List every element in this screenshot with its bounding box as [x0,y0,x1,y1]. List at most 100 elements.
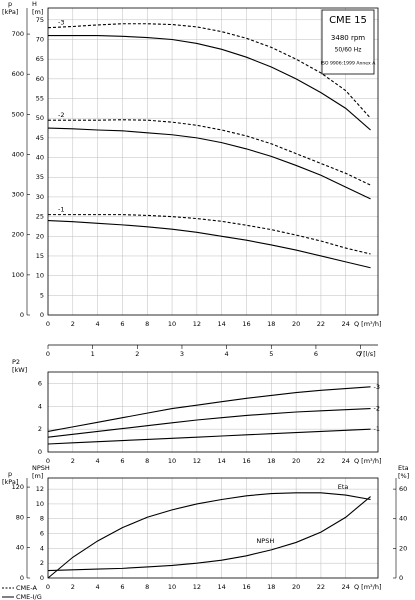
p-tick-label: 400 [12,150,24,158]
y-tick-label: 40 [36,154,44,162]
y-tick-label: 2 [38,425,42,433]
y-tick-label: 5 [40,291,44,299]
x-tick-label: 24 [342,320,350,328]
x2-tick-label: 5 [269,350,273,358]
x-axis-label: Q [m³/h] [354,583,382,591]
x-tick-label: 2 [71,320,75,328]
x2-tick-label: 3 [180,350,184,358]
x-tick-label: 18 [267,583,275,591]
y2-axis-label: Eta [398,464,409,472]
x-tick-label: 10 [168,457,176,465]
x-tick-label: 2 [71,583,75,591]
x2-tick-label: 6 [314,350,318,358]
x-tick-label: 10 [168,320,176,328]
curve [48,119,371,186]
p-axis-label: p [8,0,12,8]
y2-tick-label: 60 [399,485,407,493]
x-tick-label: 20 [292,457,300,465]
x2-tick-label: 0 [46,350,50,358]
curve [47,408,371,438]
x-tick-label: 16 [242,583,250,591]
x-tick-label: 18 [267,320,275,328]
curve [47,492,371,579]
x2-tick-label: 1 [91,350,95,358]
y-tick-label: 55 [36,95,44,103]
x2-axis-label: Q [l/s] [356,350,376,358]
x-tick-label: 8 [145,320,149,328]
info-text: CME 15 [329,15,367,26]
plot-frame [47,371,379,453]
y-axis-unit: [m] [32,8,43,16]
x-tick-label: 22 [317,320,325,328]
y-tick-label: 8 [40,515,44,523]
info-text: 3480 rpm [331,34,365,42]
y2-tick-label: 40 [399,515,407,523]
y-tick-label: 12 [36,485,44,493]
y-tick-label: 25 [36,213,44,221]
x2-tick-label: 2 [135,350,139,358]
p-tick-label: 500 [12,110,24,118]
p-tick-label: 40 [16,544,24,552]
curve-label: Eta [338,483,349,491]
y-axis-unit: [m] [32,472,43,480]
curve-label: NPSH [256,537,274,545]
info-box [321,9,375,75]
x-tick-label: 14 [218,583,226,591]
info-text: 50/60 Hz [335,47,362,54]
x-tick-label: 12 [193,457,201,465]
x-tick-label: 6 [120,583,124,591]
y2-axis-unit: [%] [398,472,409,480]
curve-label: -2 [374,405,380,413]
x-tick-label: 12 [193,583,201,591]
y-tick-label: 70 [36,35,44,43]
p-tick-label: 120 [12,483,24,491]
y-tick-label: 15 [36,252,44,260]
x-tick-label: 20 [292,583,300,591]
plot-frame [47,477,379,579]
y-tick-label: 20 [36,232,44,240]
y-tick-label: 0 [40,311,44,319]
x2-tick-label: 7 [359,350,363,358]
x-tick-label: 0 [46,320,50,328]
x-tick-label: 0 [46,583,50,591]
p-tick-label: 0 [20,574,24,582]
y-tick-label: 60 [36,75,44,83]
p-axis-unit: [kPa] [2,478,18,486]
y-tick-label: 30 [36,193,44,201]
p-tick-label: 100 [12,271,24,279]
x-axis-label: Q [m³/h] [354,457,382,465]
curve [47,386,371,432]
p-tick-label: 300 [12,191,24,199]
y-tick-label: 4 [38,402,42,410]
y-tick-label: 10 [36,272,44,280]
p-tick-label: 0 [20,311,24,319]
p-tick-label: 700 [12,30,24,38]
curve [47,23,371,119]
plot-frame [47,7,379,316]
x-tick-label: 14 [218,457,226,465]
curve-label: -1 [58,206,64,214]
p-tick-label: 600 [12,70,24,78]
y-tick-label: 75 [36,16,44,24]
x-tick-label: 14 [218,320,226,328]
x-tick-label: 4 [96,583,100,591]
y-tick-label: 45 [36,134,44,142]
curve-label: -2 [58,111,64,119]
curve [47,219,371,269]
x-tick-label: 4 [96,320,100,328]
curve [47,428,371,445]
y-tick-label: 35 [36,173,44,181]
y-axis-label: H [32,0,37,8]
y-tick-label: 6 [40,530,44,538]
x-tick-label: 10 [168,583,176,591]
x-tick-label: 4 [96,457,100,465]
y-tick-label: 50 [36,114,44,122]
y-tick-label: 4 [40,544,44,552]
x-tick-label: 0 [46,457,50,465]
p-tick-label: 80 [16,513,24,521]
curve [47,496,371,572]
y2-tick-label: 0 [399,574,403,582]
y-axis-label: NPSH [32,464,50,472]
x-tick-label: 8 [145,583,149,591]
